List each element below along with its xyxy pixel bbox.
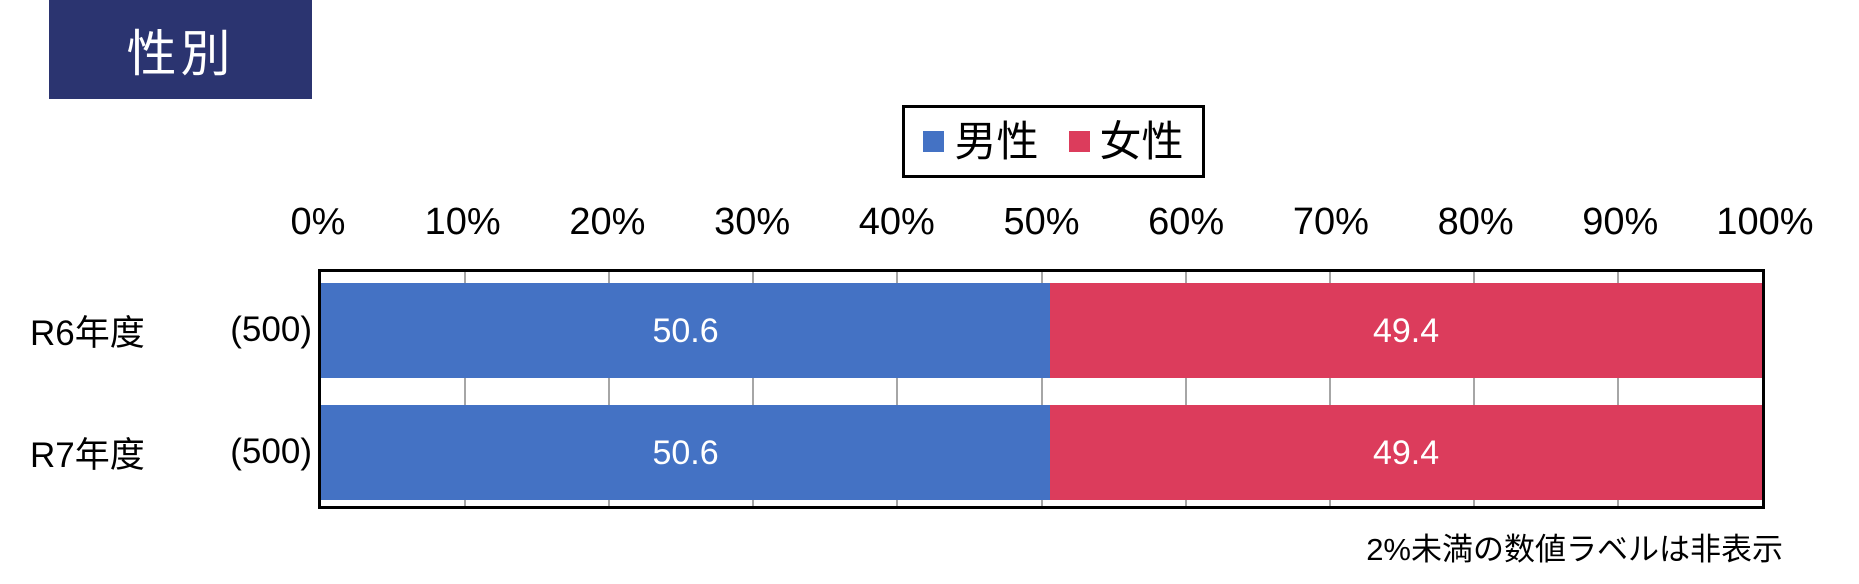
- x-axis-tick-label: 70%: [1292, 201, 1369, 243]
- plot-area: 50.6 49.4 50.6 49.4: [318, 269, 1765, 509]
- bar-row-R6年度: 50.6 49.4: [321, 283, 1762, 378]
- gridline: [1616, 272, 1619, 506]
- legend-item-2: 女性: [1068, 117, 1184, 165]
- x-axis-tick-label: 10%: [424, 201, 501, 243]
- x-axis-tick-label: 50%: [1003, 201, 1080, 243]
- x-axis-tick-label: 100%: [1716, 201, 1814, 243]
- x-axis-tick-label: 90%: [1582, 201, 1659, 243]
- bar-segment-女性: 49.4: [1050, 283, 1762, 378]
- bar-row-R7年度: 50.6 49.4: [321, 405, 1762, 500]
- legend: 男性 女性: [902, 105, 1205, 178]
- legend-swatch-icon: [1068, 131, 1090, 152]
- gridline: [1040, 272, 1043, 506]
- category-name: R6年度: [30, 313, 145, 353]
- gridline: [896, 272, 899, 506]
- legend-label: 男性: [954, 117, 1039, 165]
- footnote: 2%未満の数値ラベルは非表示: [1366, 532, 1783, 567]
- legend-item-1: 男性: [923, 117, 1039, 165]
- category-count: (500): [230, 310, 312, 349]
- category-name: R7年度: [30, 435, 145, 475]
- gridline: [1328, 272, 1331, 506]
- bar-value-label: 49.4: [1372, 433, 1440, 472]
- legend-swatch-icon: [923, 131, 945, 152]
- x-axis-tick-labels: 0% 10% 20% 30% 40% 50% 60% 70% 80% 90% 100%: [291, 199, 1814, 245]
- category-label-R6年度: R6年度 (500): [30, 306, 312, 354]
- bar-value-label: 50.6: [652, 433, 719, 472]
- bar-segment-男性: 50.6: [321, 405, 1051, 500]
- chart-title-box: 性別: [49, 0, 312, 99]
- gridline: [608, 272, 611, 506]
- x-axis-tick-label: 0%: [290, 201, 346, 243]
- category-label-R7年度: R7年度 (500): [30, 428, 312, 476]
- legend-label: 女性: [1099, 117, 1184, 165]
- chart-title: 性別: [126, 25, 235, 82]
- category-count: (500): [230, 432, 312, 471]
- gridline: [464, 272, 467, 506]
- gridline: [1184, 272, 1187, 506]
- bar-segment-男性: 50.6: [321, 283, 1051, 378]
- bar-value-label: 49.4: [1372, 311, 1440, 350]
- x-axis-tick-label: 30%: [714, 201, 791, 243]
- bar-segment-女性: 49.4: [1050, 405, 1762, 500]
- x-axis-tick-label: 60%: [1148, 201, 1225, 243]
- gridline: [1472, 272, 1475, 506]
- gridline: [752, 272, 755, 506]
- x-axis-tick-label: 40%: [858, 201, 935, 243]
- x-axis-tick-label: 20%: [569, 201, 646, 243]
- bar-value-label: 50.6: [652, 311, 719, 350]
- x-axis-tick-label: 80%: [1437, 201, 1514, 243]
